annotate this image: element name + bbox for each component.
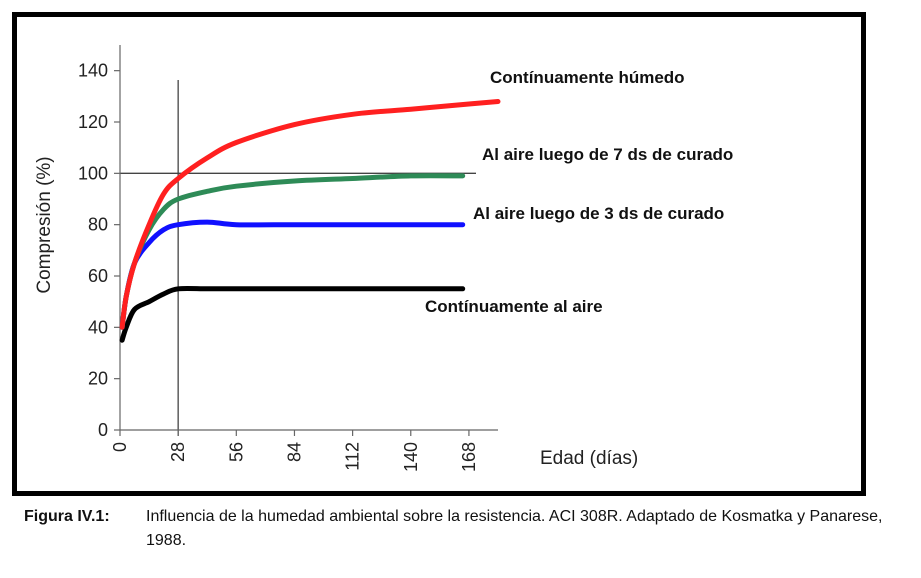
series-continuamente-humedo-line <box>119 99 501 330</box>
x-tick-label: 28 <box>168 442 188 462</box>
reference-lines <box>120 80 476 436</box>
figure-frame <box>12 12 866 496</box>
x-tick-label: 140 <box>401 442 421 472</box>
caption-text: Influencia de la humedad ambiental sobre… <box>146 508 883 549</box>
x-tick-label: 56 <box>226 442 246 462</box>
y-tick-label: 20 <box>88 369 108 389</box>
y-axis-title: Compresión (%) <box>34 156 55 293</box>
series-continuamente-humedo-label: Contínuamente húmedo <box>490 68 685 87</box>
series-aire-7-dias-line <box>119 173 466 330</box>
series-continuamente-aire-label: Contínuamente al aire <box>425 297 603 316</box>
x-tick-label: 112 <box>343 442 363 471</box>
y-tick-label: 100 <box>78 163 108 183</box>
x-tick-label: 168 <box>459 442 479 472</box>
x-tick-label: 0 <box>110 442 130 452</box>
series-lines <box>119 99 501 343</box>
series-labels: Contínuamente húmedo Al aire luego de 7 d… <box>425 68 733 316</box>
series-continuamente-aire-line <box>119 285 466 343</box>
y-tick-label: 80 <box>88 215 108 235</box>
y-tick-label: 60 <box>88 266 108 286</box>
series-aire-3-dias-line <box>119 219 466 330</box>
caption-label: Figura IV.1: <box>24 508 110 525</box>
y-tick-label: 120 <box>78 112 108 132</box>
x-axis-title: Edad (días) <box>540 448 638 469</box>
figure-caption: Figura IV.1: Influencia de la humedad am… <box>24 505 884 553</box>
series-aire-7-dias-label: Al aire luego de 7 ds de curado <box>482 145 733 164</box>
y-tick-label: 0 <box>98 420 108 440</box>
x-tick-label: 84 <box>284 442 304 462</box>
series-aire-3-dias-label: Al aire luego de 3 ds de curado <box>473 204 724 223</box>
axes: 0 20 40 60 80 100 120 140 0 28 56 84 112 140 168 <box>78 45 498 472</box>
y-tick-label: 40 <box>88 317 108 337</box>
y-tick-label: 140 <box>78 61 108 81</box>
